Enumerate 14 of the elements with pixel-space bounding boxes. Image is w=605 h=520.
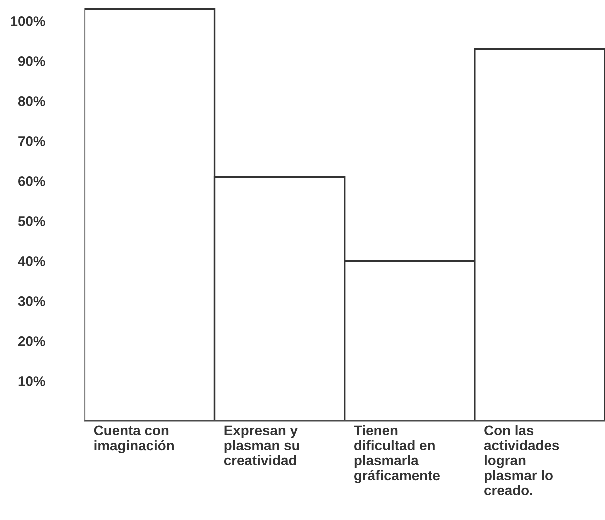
y-tick-label: 100% [11, 16, 46, 26]
y-tick-label: 10% [18, 376, 46, 386]
y-tick-label: 80% [18, 96, 46, 106]
x-tick-label: Con las actividades logran plasmar lo creado. [484, 425, 560, 496]
y-tick-label: 50% [18, 216, 46, 226]
y-tick-label: 30% [18, 296, 46, 306]
y-tick-label: 70% [18, 136, 46, 146]
x-tick-label: Tienen dificultad en plasmarla gráficamente [354, 425, 440, 484]
x-tick-label: Cuenta con imaginación [94, 426, 174, 454]
y-tick-label: 90% [18, 56, 46, 66]
y-tick-label: 60% [18, 176, 46, 186]
y-tick-label: 20% [18, 336, 46, 346]
x-tick-label: Expresan y plasman su creatividad [224, 426, 300, 466]
y-tick-label: 40% [18, 256, 46, 266]
